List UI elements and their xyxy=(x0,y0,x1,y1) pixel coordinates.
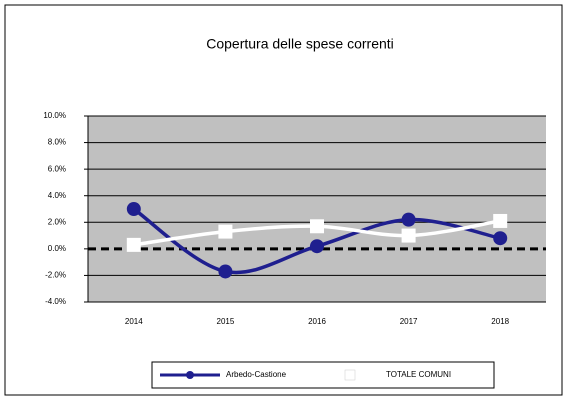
y-tick-label: 10.0% xyxy=(43,111,66,120)
y-tick-label: 4.0% xyxy=(48,191,66,200)
y-tick-label: 6.0% xyxy=(48,164,66,173)
y-tick-label: -4.0% xyxy=(45,297,66,306)
legend-marker xyxy=(186,371,194,379)
data-point xyxy=(218,224,233,239)
data-point xyxy=(493,213,508,228)
legend-marker xyxy=(344,369,356,381)
y-tick-label: -2.0% xyxy=(45,271,66,280)
y-tick-label: 0.0% xyxy=(48,244,66,253)
legend-label: TOTALE COMUNI xyxy=(386,370,451,379)
x-tick-label: 2018 xyxy=(491,317,509,326)
data-point xyxy=(401,212,416,227)
y-tick-label: 8.0% xyxy=(48,138,66,147)
legend-label: Arbedo-Castione xyxy=(226,370,287,379)
data-point xyxy=(401,228,416,243)
data-point xyxy=(218,264,233,279)
x-tick-label: 2017 xyxy=(400,317,418,326)
chart-title: Copertura delle spese correnti xyxy=(206,36,394,52)
x-tick-label: 2014 xyxy=(125,317,143,326)
y-tick-label: 2.0% xyxy=(48,217,66,226)
data-point xyxy=(126,237,141,252)
data-point xyxy=(310,239,324,254)
x-tick-label: 2015 xyxy=(217,317,235,326)
x-tick-label: 2016 xyxy=(308,317,326,326)
data-point xyxy=(310,219,324,234)
plot-area xyxy=(88,116,546,302)
data-point xyxy=(493,231,508,246)
data-point xyxy=(126,202,141,216)
